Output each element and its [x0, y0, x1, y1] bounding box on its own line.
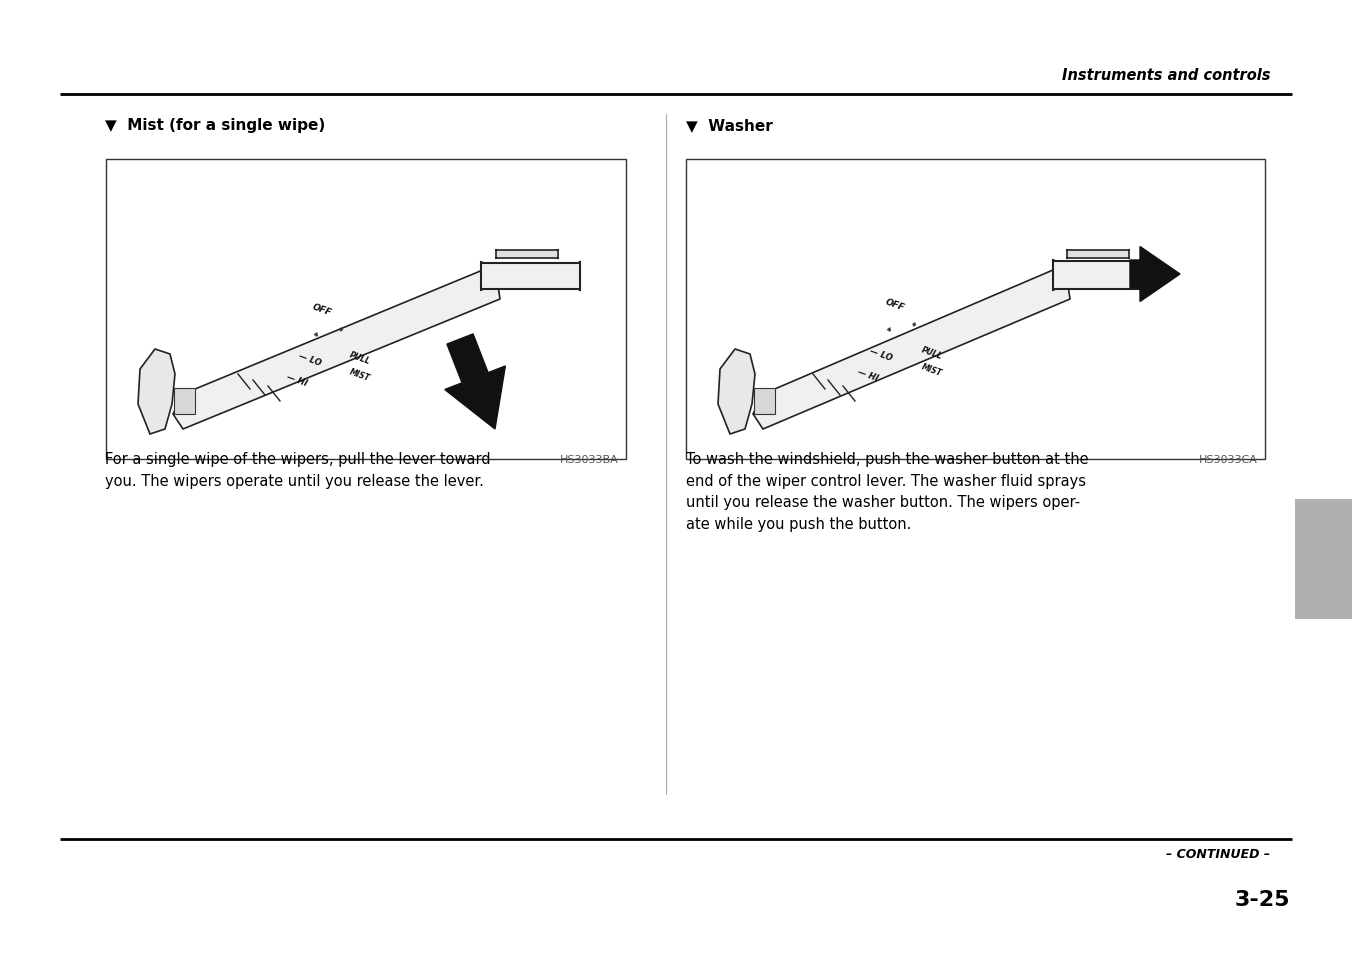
Text: HS3033CA: HS3033CA [1199, 455, 1257, 464]
Text: ♦: ♦ [337, 326, 343, 334]
Polygon shape [173, 268, 500, 430]
Bar [1295, 499, 1352, 619]
FancyBboxPatch shape [754, 389, 776, 416]
Text: — HI: — HI [285, 372, 308, 388]
Text: MIST: MIST [347, 367, 370, 382]
Text: ♠: ♠ [884, 326, 892, 334]
Text: Instruments and controls: Instruments and controls [1061, 68, 1270, 82]
FancyBboxPatch shape [481, 262, 580, 292]
FancyBboxPatch shape [1067, 250, 1129, 260]
Text: – CONTINUED –: – CONTINUED – [1165, 847, 1270, 861]
Text: ▼  Washer: ▼ Washer [685, 118, 773, 132]
Text: To wash the windshield, push the washer button at the
end of the wiper control l: To wash the windshield, push the washer … [685, 452, 1088, 531]
Text: ▼  Mist (for a single wipe): ▼ Mist (for a single wipe) [105, 118, 326, 132]
Text: HS3033BA: HS3033BA [560, 455, 619, 464]
Bar [105, 160, 626, 459]
FancyBboxPatch shape [174, 389, 196, 416]
Text: ♠: ♠ [311, 331, 319, 338]
Text: ♦: ♦ [909, 321, 917, 329]
Polygon shape [753, 268, 1069, 430]
Polygon shape [138, 350, 174, 435]
Text: OFF: OFF [311, 302, 333, 317]
Polygon shape [718, 350, 754, 435]
Text: For a single wipe of the wipers, pull the lever toward
you. The wipers operate u: For a single wipe of the wipers, pull th… [105, 452, 491, 488]
Text: — LO: — LO [297, 352, 322, 368]
Text: — HI: — HI [856, 367, 879, 382]
Bar [685, 160, 1265, 459]
Text: PULL: PULL [919, 345, 944, 360]
Text: PULL: PULL [347, 350, 372, 366]
FancyArrow shape [1130, 247, 1180, 302]
Text: — LO: — LO [868, 346, 894, 363]
Text: 3-25: 3-25 [1234, 889, 1290, 909]
FancyBboxPatch shape [496, 250, 558, 260]
Text: MIST: MIST [919, 362, 944, 377]
FancyBboxPatch shape [1053, 260, 1152, 292]
FancyArrow shape [445, 335, 506, 430]
Text: OFF: OFF [884, 297, 906, 313]
